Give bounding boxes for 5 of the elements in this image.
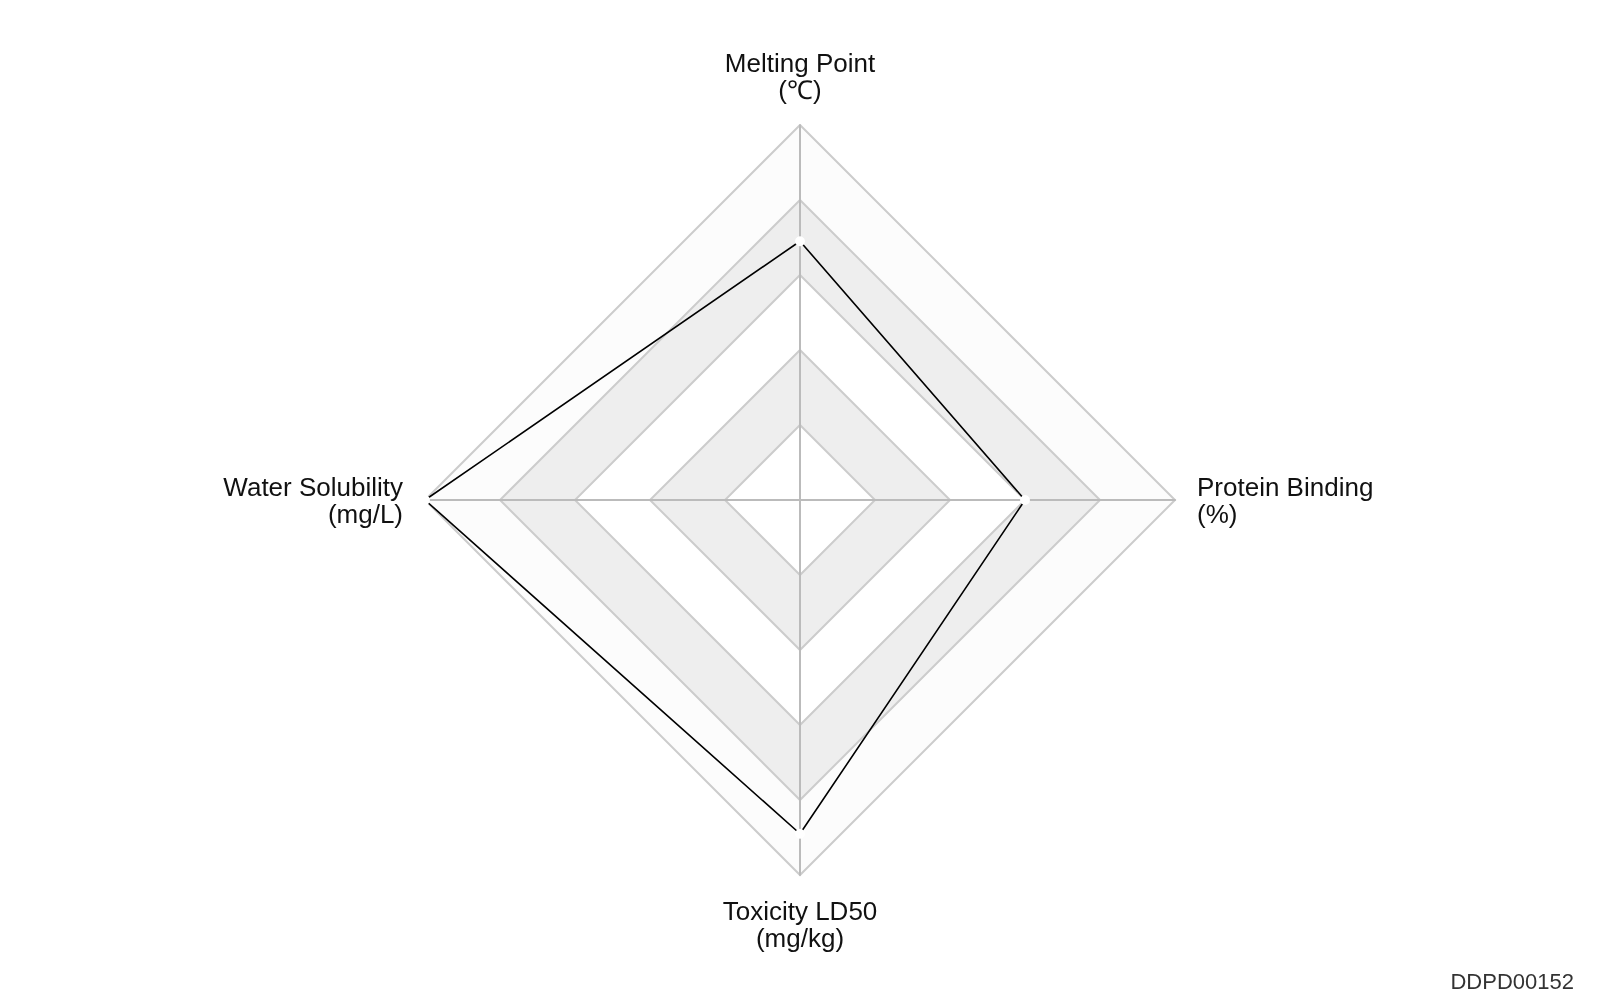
spoke-label: Toxicity LD50 (mg/kg) — [722, 895, 878, 953]
text: DDPD00152 — [1450, 968, 1574, 994]
spoke-label: Water Solubility (mg/L) — [223, 471, 403, 529]
spoke-label: Protein Binding (%) — [1197, 471, 1374, 529]
spoke-label: Melting Point (℃) — [724, 47, 876, 105]
